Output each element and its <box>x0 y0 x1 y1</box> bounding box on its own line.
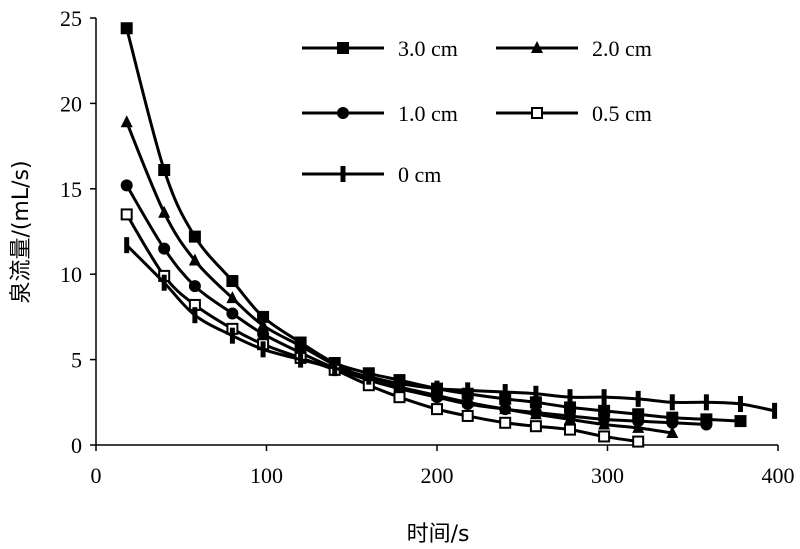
y-tick-label: 15 <box>60 177 82 202</box>
data-point <box>703 394 709 411</box>
data-point <box>461 398 474 411</box>
data-point <box>666 426 679 439</box>
data-point <box>531 41 543 53</box>
legend-label: 3.0 cm <box>398 36 458 61</box>
data-point <box>226 275 239 288</box>
y-tick-label: 10 <box>60 262 82 287</box>
data-point <box>158 205 171 218</box>
data-point <box>158 242 171 255</box>
data-point <box>120 115 133 128</box>
y-tick-label: 5 <box>71 348 82 373</box>
series-1-0-cm <box>120 179 713 431</box>
data-point <box>120 208 133 221</box>
data-point <box>332 360 338 377</box>
data-point <box>563 423 576 436</box>
data-point <box>529 420 542 433</box>
series-3-0-cm <box>120 22 747 428</box>
legend-item: 3.0 cm <box>302 36 458 61</box>
data-point <box>632 415 645 428</box>
y-tick-label: 20 <box>60 91 82 116</box>
data-point <box>120 179 133 192</box>
data-point <box>529 406 542 419</box>
data-point <box>434 380 440 397</box>
series-line <box>125 244 775 413</box>
data-point <box>298 351 304 368</box>
data-point <box>635 390 641 407</box>
tick-labels: 0 5 10 15 20 25 0 100 200 300 400 <box>60 6 795 488</box>
data-point <box>632 435 645 448</box>
y-axis-label: 泉流量/(mL/s) <box>9 160 34 303</box>
series-line <box>125 184 707 427</box>
data-point <box>567 389 573 406</box>
data-point <box>158 164 171 177</box>
data-point <box>192 307 198 324</box>
data-point <box>226 291 239 304</box>
legend-item: 1.0 cm <box>302 101 458 126</box>
series-0-cm <box>124 237 778 419</box>
data-point <box>366 368 372 385</box>
data-point <box>772 402 778 419</box>
data-point <box>188 253 201 266</box>
data-point <box>337 107 349 119</box>
data-point <box>598 404 611 417</box>
data-point <box>601 389 607 406</box>
series-line <box>125 27 741 423</box>
series-line <box>125 213 639 444</box>
legend: 3.0 cm 2.0 cm 1.0 cm 0.5 cm 0 cm <box>302 36 652 187</box>
data-point <box>598 413 611 426</box>
data-point <box>229 327 235 344</box>
data-series <box>120 22 778 448</box>
data-point <box>257 327 270 340</box>
data-point <box>563 401 576 414</box>
data-point <box>669 394 675 411</box>
data-point <box>529 396 542 409</box>
data-point <box>431 391 443 404</box>
x-tick-label: 300 <box>591 463 624 488</box>
data-point <box>533 385 539 402</box>
data-point <box>120 22 133 35</box>
data-point <box>257 318 270 331</box>
data-point <box>531 107 543 119</box>
legend-item: 0 cm <box>302 162 441 187</box>
legend-label: 0.5 cm <box>592 101 652 126</box>
data-point <box>188 230 201 243</box>
y-tick-label: 0 <box>71 433 82 458</box>
axes <box>90 17 779 451</box>
data-point <box>499 416 512 429</box>
legend-label: 2.0 cm <box>592 36 652 61</box>
data-point <box>188 280 201 293</box>
legend-item: 2.0 cm <box>496 36 652 61</box>
data-point <box>563 409 576 422</box>
data-point <box>461 409 474 422</box>
data-point <box>393 391 406 404</box>
data-point <box>737 396 743 413</box>
x-axis-label: 时间/s <box>407 522 470 547</box>
legend-label: 0 cm <box>398 162 441 187</box>
legend-label: 1.0 cm <box>398 101 458 126</box>
legend-item: 0.5 cm <box>496 101 652 126</box>
data-point <box>465 382 471 399</box>
x-tick-label: 200 <box>421 463 454 488</box>
data-point <box>734 415 747 428</box>
x-tick-label: 100 <box>250 463 283 488</box>
data-point <box>340 166 346 182</box>
data-point <box>598 430 611 443</box>
data-point <box>431 403 443 416</box>
data-point <box>260 341 266 358</box>
y-tick-label: 25 <box>60 6 82 31</box>
data-point <box>337 42 349 54</box>
data-point <box>666 416 679 429</box>
data-point <box>161 274 167 291</box>
x-tick-label: 0 <box>91 463 102 488</box>
data-point <box>396 375 402 392</box>
data-point <box>124 237 130 254</box>
x-tick-label: 400 <box>762 463 795 488</box>
data-point <box>499 403 512 416</box>
data-point <box>700 418 713 431</box>
data-point <box>502 384 508 401</box>
data-point <box>226 307 239 320</box>
data-point <box>257 310 270 323</box>
